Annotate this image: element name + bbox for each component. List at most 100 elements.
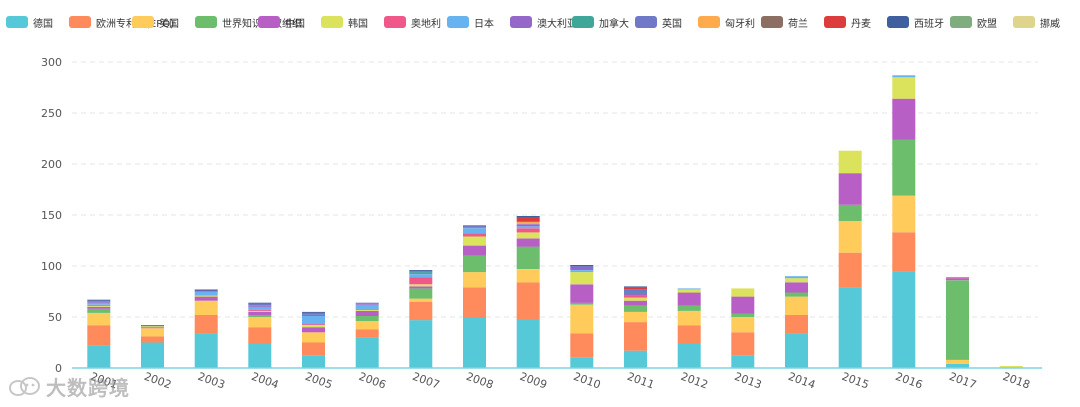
bar-segment[interactable] [516,222,540,225]
bar-segment[interactable] [463,318,486,368]
bar-segment[interactable] [624,322,647,351]
bar-segment[interactable] [677,292,701,306]
bar-segment[interactable] [141,325,164,327]
bar-segment[interactable] [194,295,218,297]
bar-segment[interactable] [946,359,969,364]
bar-segment[interactable] [463,228,486,234]
legend-item[interactable]: 西班牙 [887,12,944,32]
legend-item[interactable]: 英国 [635,12,682,32]
bar-segment[interactable] [624,305,647,312]
bar-segment[interactable] [785,282,808,293]
bar-segment[interactable] [355,337,379,368]
bar-segment[interactable] [570,302,594,305]
bar-segment[interactable] [87,312,111,326]
legend-item[interactable]: 韩国 [321,12,368,32]
legend-item[interactable]: 中国 [258,12,305,32]
bar-segment[interactable] [516,269,540,283]
bar-segment[interactable] [946,277,969,279]
legend-item[interactable]: 美国 [132,12,179,32]
bar-segment[interactable] [516,319,540,368]
bar-segment[interactable] [624,289,647,293]
bar-segment[interactable] [570,270,594,273]
bar-segment[interactable] [409,271,433,273]
bar-segment[interactable] [141,328,164,337]
bar-segment[interactable] [194,300,218,315]
bar-segment[interactable] [838,287,862,368]
bar-segment[interactable] [355,309,379,311]
bar-segment[interactable] [785,315,808,334]
bar-segment[interactable] [141,327,164,329]
bar-segment[interactable] [946,363,969,368]
bar-segment[interactable] [248,311,272,315]
bar-segment[interactable] [570,284,594,303]
bar-segment[interactable] [248,327,272,344]
bar-segment[interactable] [516,282,540,319]
legend-item[interactable]: 荷兰 [761,12,808,32]
bar-segment[interactable] [87,345,111,368]
bar-segment[interactable] [463,236,486,246]
bar-segment[interactable] [516,246,540,269]
bar-segment[interactable] [785,296,808,315]
bar-segment[interactable] [516,216,540,217]
bar-segment[interactable] [302,327,325,333]
bar-segment[interactable] [409,272,433,274]
bar-segment[interactable] [248,317,272,328]
bar-segment[interactable] [302,332,325,343]
bar-segment[interactable] [194,333,218,368]
bar-segment[interactable] [409,288,433,299]
bar-segment[interactable] [999,366,1023,368]
bar-segment[interactable] [87,325,111,346]
bar-segment[interactable] [87,304,111,306]
bar-segment[interactable] [892,232,916,272]
bar-segment[interactable] [194,296,218,301]
bar-segment[interactable] [302,312,325,315]
bar-segment[interactable] [302,355,325,368]
bar-segment[interactable] [194,289,218,291]
bar-segment[interactable] [892,98,916,140]
bar-segment[interactable] [731,332,755,356]
bar-segment[interactable] [409,277,433,285]
bar-segment[interactable] [516,217,540,222]
bar-segment[interactable] [731,288,755,297]
bar-segment[interactable] [87,308,111,313]
bar-segment[interactable] [677,310,701,326]
bar-segment[interactable] [624,300,647,306]
bar-segment[interactable] [463,227,486,229]
bar-segment[interactable] [463,233,486,237]
bar-segment[interactable] [838,204,862,222]
bar-segment[interactable] [409,301,433,321]
bar-segment[interactable] [516,221,540,223]
bar-segment[interactable] [248,343,272,369]
bar-segment[interactable] [302,324,325,326]
bar-segment[interactable] [302,316,325,325]
bar-segment[interactable] [248,315,272,317]
bar-segment[interactable] [624,287,647,290]
bar-segment[interactable] [892,139,916,196]
bar-segment[interactable] [248,310,272,312]
bar-segment[interactable] [677,288,701,290]
legend-item[interactable]: 澳大利亚 [510,12,577,32]
bar-segment[interactable] [731,296,755,314]
bar-segment[interactable] [463,225,486,228]
bar-segment[interactable] [87,305,111,307]
bar-segment[interactable] [355,316,379,322]
bar-segment[interactable] [409,270,433,272]
bar-segment[interactable] [194,290,218,292]
bar-segment[interactable] [677,343,701,369]
bar-segment[interactable] [624,297,647,301]
bar-segment[interactable] [302,311,325,313]
bar-segment[interactable] [409,284,433,287]
bar-segment[interactable] [624,295,647,298]
bar-segment[interactable] [463,245,486,256]
bar-segment[interactable] [624,311,647,323]
bar-segment[interactable] [87,300,111,302]
bar-segment[interactable] [677,289,701,293]
bar-segment[interactable] [570,333,594,358]
bar-segment[interactable] [785,276,808,279]
bar-segment[interactable] [141,342,164,369]
legend-item[interactable]: 加拿大 [572,12,629,32]
bar-segment[interactable] [355,310,379,316]
bar-segment[interactable] [409,298,433,302]
bar-segment[interactable] [355,329,379,338]
bar-segment[interactable] [248,303,272,306]
